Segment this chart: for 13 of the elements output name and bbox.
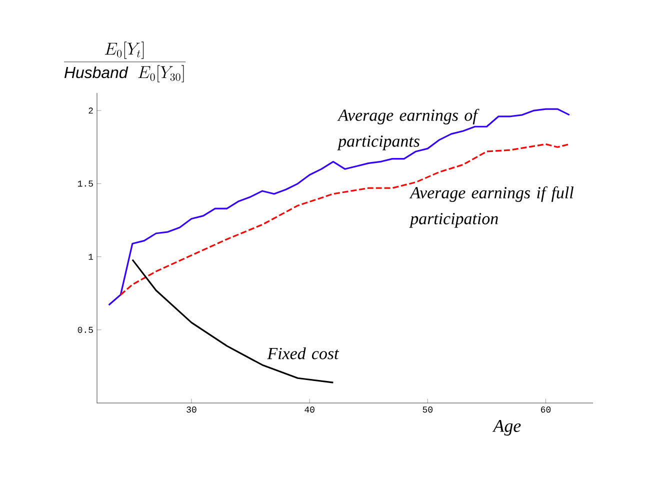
x-tick-label: 60 bbox=[541, 406, 551, 413]
series-label: Average earnings if full participation bbox=[409, 186, 574, 228]
x-tick-label: 30 bbox=[186, 406, 196, 413]
series-label: Average earnings of participants bbox=[337, 108, 480, 150]
x-tick-label: 40 bbox=[304, 406, 314, 413]
y-tick-label: 0.5 bbox=[78, 326, 93, 333]
y-tick-label: 1.5 bbox=[78, 180, 93, 187]
y-axis-title: $\frac{E_0[Y_t]}{\mathit{Husband}\;\; E_0[Y_{30}]}$ bbox=[64, 42, 186, 82]
y-tick-label: 1 bbox=[88, 254, 94, 260]
x-tick-label: 50 bbox=[422, 406, 432, 413]
series-label: Fixed cost bbox=[267, 347, 340, 360]
x-axis-title: Age bbox=[492, 420, 521, 436]
y-tick-label: 2 bbox=[88, 108, 93, 114]
